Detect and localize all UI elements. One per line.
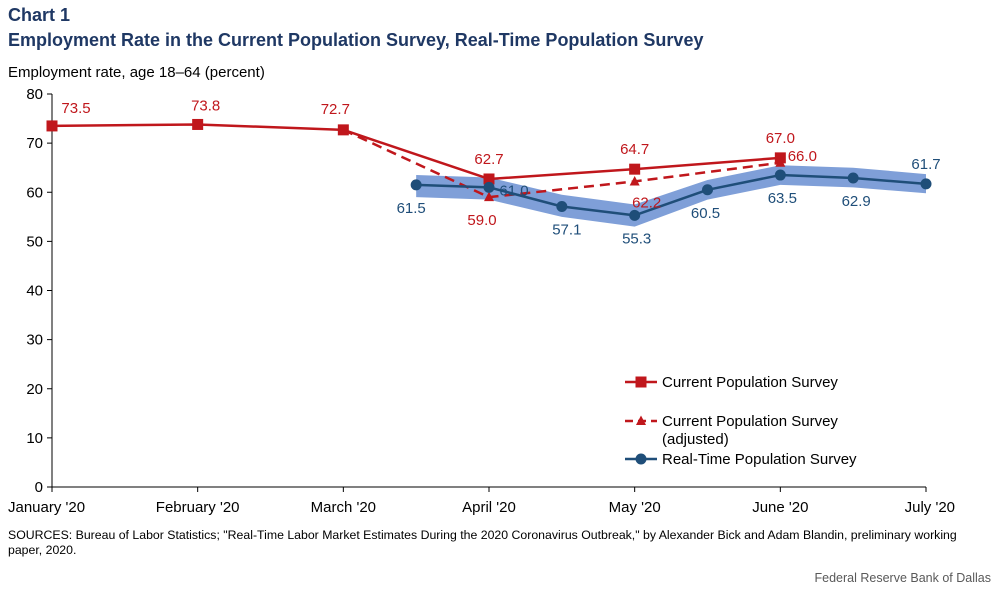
rps-data-label: 57.1 bbox=[552, 221, 581, 238]
x-tick-label: February '20 bbox=[156, 499, 240, 516]
rps-marker bbox=[920, 178, 932, 190]
x-tick-label: April '20 bbox=[462, 499, 516, 516]
y-tick-label: 40 bbox=[26, 283, 43, 300]
y-axis-label: Employment rate, age 18–64 (percent) bbox=[8, 64, 265, 81]
cps-data-label: 72.7 bbox=[321, 101, 350, 118]
legend: Current Population Survey Current Populat… bbox=[625, 374, 857, 468]
y-tick-label: 50 bbox=[26, 233, 43, 250]
legend-entry-label: Real-Time Population Survey bbox=[662, 451, 857, 468]
x-tick-label: June '20 bbox=[752, 499, 808, 516]
rps-data-label: 60.5 bbox=[691, 205, 720, 222]
rps-marker bbox=[635, 453, 647, 465]
series-markers bbox=[46, 118, 932, 221]
cps_adj-data-label: 66.0 bbox=[788, 148, 817, 165]
x-tick-label: July '20 bbox=[905, 499, 955, 516]
rps-data-label: 62.9 bbox=[842, 193, 871, 210]
series-lines bbox=[51, 123, 927, 217]
cps-adjusted-marker bbox=[636, 415, 646, 425]
cps-adjusted-marker bbox=[484, 191, 494, 202]
rps-marker bbox=[774, 169, 786, 181]
rps-data-label: 63.5 bbox=[768, 190, 797, 207]
x-tick-label: May '20 bbox=[609, 499, 661, 516]
cps-data-label: 67.0 bbox=[766, 130, 795, 147]
y-tick-label: 0 bbox=[35, 479, 43, 496]
rps-data-label: 61.5 bbox=[397, 200, 426, 217]
cps_adj-line bbox=[342, 128, 781, 199]
sources-note: SOURCES: Bureau of Labor Statistics; "Re… bbox=[8, 528, 957, 557]
axes: 0 10 20 30 40 50 60 70 80 January '20 February '20… bbox=[8, 86, 955, 516]
cps-marker bbox=[337, 124, 349, 136]
chart-title: Employment Rate in the Current Populatio… bbox=[8, 30, 704, 50]
y-tick-label: 60 bbox=[26, 184, 43, 201]
y-tick-label: 70 bbox=[26, 135, 43, 152]
cps-marker bbox=[635, 376, 647, 388]
cps-line bbox=[51, 123, 781, 181]
cps-marker bbox=[46, 120, 58, 132]
x-tick-label: January '20 bbox=[8, 499, 85, 516]
rps-confidence-band bbox=[416, 165, 926, 227]
y-tick-label: 10 bbox=[26, 430, 43, 447]
cps-data-label: 64.7 bbox=[620, 141, 649, 158]
cps_adj-data-label: 62.2 bbox=[632, 194, 661, 211]
confidence-band bbox=[416, 165, 926, 227]
rps-marker bbox=[629, 209, 641, 221]
rps-marker bbox=[556, 200, 568, 212]
cps-adjusted-marker bbox=[775, 157, 786, 167]
rps-data-label: 61.7 bbox=[911, 156, 940, 173]
cps-adjusted-marker bbox=[629, 175, 640, 186]
cps-data-label: 73.5 bbox=[61, 100, 90, 117]
cps-data-label: 62.7 bbox=[474, 151, 503, 168]
rps-line bbox=[416, 173, 927, 217]
y-tick-label: 30 bbox=[26, 332, 43, 349]
legend-entry-label: Current Population Survey bbox=[662, 374, 838, 391]
cps-marker bbox=[192, 118, 204, 130]
cps_adj-data-label: 59.0 bbox=[467, 212, 496, 229]
cps-marker bbox=[483, 173, 495, 185]
y-tick-label: 20 bbox=[26, 381, 43, 398]
rps-marker bbox=[410, 179, 422, 191]
legend-entry-label: Current Population Survey bbox=[662, 413, 838, 430]
rps-data-label: 55.3 bbox=[622, 230, 651, 247]
cps-data-label: 73.8 bbox=[191, 97, 220, 114]
chart-number: Chart 1 bbox=[8, 5, 71, 25]
rps-marker bbox=[702, 184, 713, 196]
y-tick-label: 80 bbox=[26, 86, 43, 103]
rps-data-label: 61.0 bbox=[499, 182, 528, 199]
cps-marker bbox=[629, 163, 641, 175]
credit: Federal Reserve Bank of Dallas bbox=[814, 571, 991, 585]
x-tick-label: March '20 bbox=[311, 499, 376, 516]
data-labels: 73.5 73.8 72.7 62.7 64.7 67.0 59.0 62.2 66.0 61.5… bbox=[61, 97, 940, 247]
rps-marker bbox=[847, 172, 859, 184]
legend-entry-label: (adjusted) bbox=[662, 431, 729, 448]
rps-marker bbox=[483, 181, 495, 193]
